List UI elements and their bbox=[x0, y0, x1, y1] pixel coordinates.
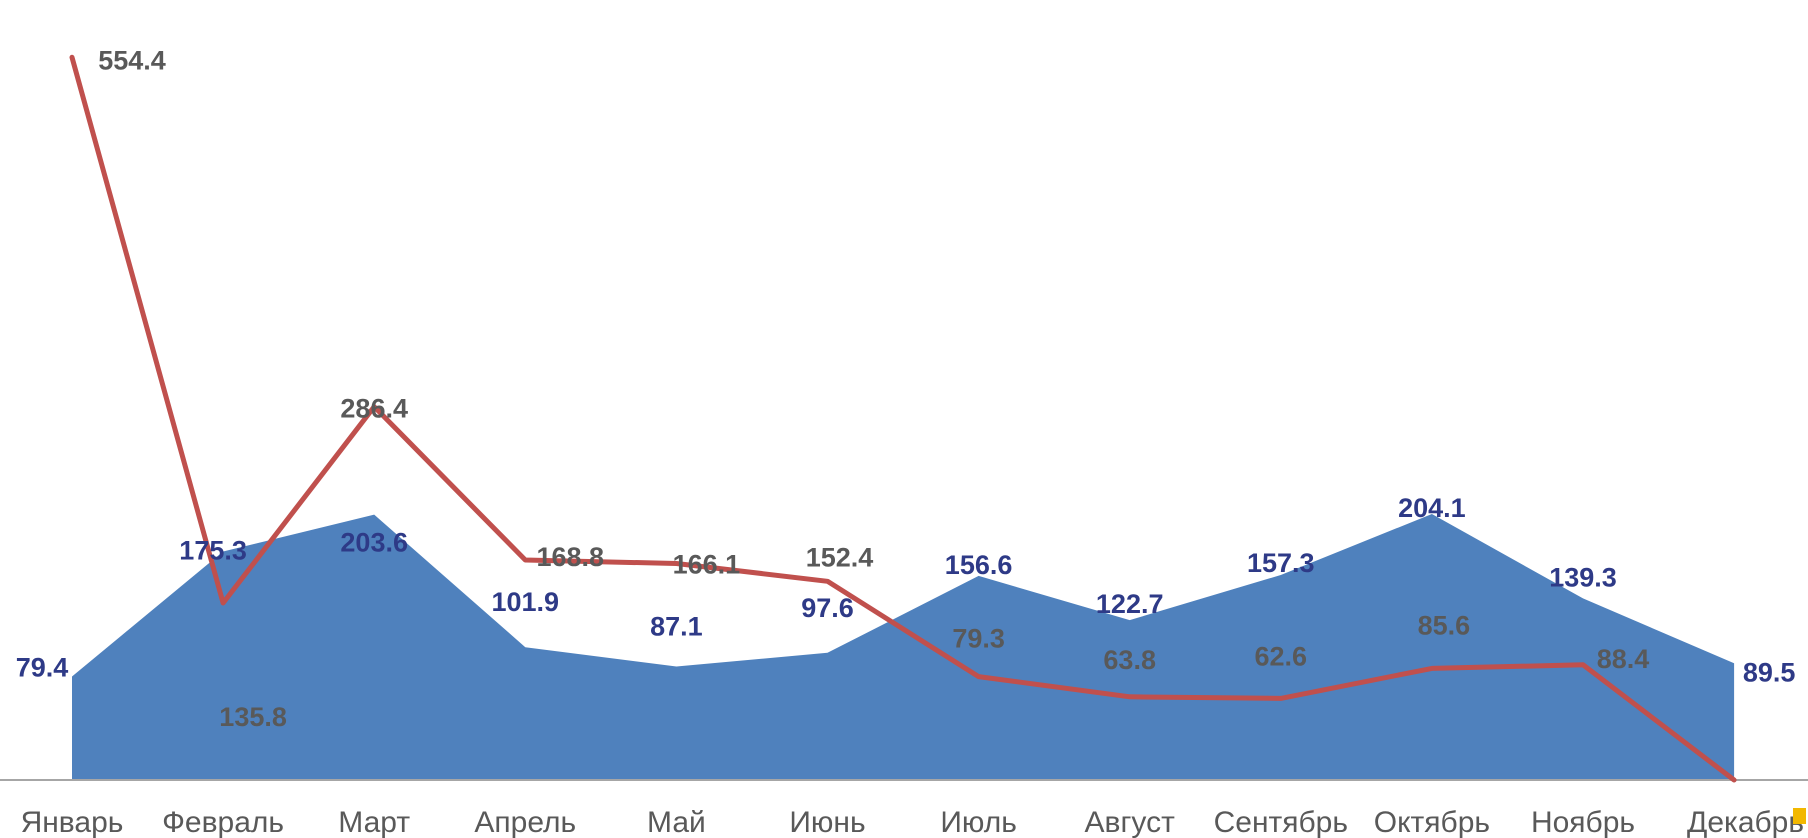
x-tick-label: Декабрь bbox=[1687, 806, 1804, 838]
line-data-label: 79.3 bbox=[952, 624, 1005, 654]
area-data-label: 157.3 bbox=[1247, 548, 1315, 578]
x-tick-label: Октябрь bbox=[1374, 806, 1490, 838]
data-label-layer: 79.4 175.3 203.6 101.9 87.1 97.6 156.6 122.7 157… bbox=[16, 45, 1796, 732]
x-tick-label: Июнь bbox=[789, 806, 865, 838]
area-data-label: 203.6 bbox=[340, 528, 408, 558]
x-tick-label: Август bbox=[1085, 806, 1176, 838]
x-tick-label: Февраль bbox=[162, 806, 284, 838]
line-data-label: 135.8 bbox=[219, 702, 287, 732]
area-data-label: 122.7 bbox=[1096, 589, 1164, 619]
area-data-label: 87.1 bbox=[650, 612, 703, 642]
area-data-label: 79.4 bbox=[16, 653, 69, 683]
line-data-label: 88.4 bbox=[1597, 644, 1650, 674]
x-tick-label: Июль bbox=[940, 806, 1017, 838]
line-data-label: 554.4 bbox=[98, 45, 166, 75]
area-data-label: 156.6 bbox=[945, 550, 1013, 580]
area-data-label: 204.1 bbox=[1398, 493, 1466, 523]
area-data-label: 139.3 bbox=[1549, 562, 1617, 592]
line-data-label: 62.6 bbox=[1255, 641, 1308, 671]
x-tick-label: Январь bbox=[21, 806, 124, 838]
line-data-label: 63.8 bbox=[1103, 645, 1156, 675]
line-series-layer bbox=[69, 54, 1737, 783]
x-tick-label: Сентябрь bbox=[1214, 806, 1348, 838]
area-data-label: 175.3 bbox=[179, 536, 247, 566]
corner-marker bbox=[1793, 808, 1806, 824]
area-series-layer bbox=[72, 514, 1735, 780]
x-tick-label: Ноябрь bbox=[1531, 806, 1635, 838]
x-tick-layer: Январь Февраль Март Апрель Май Июнь Июль Август… bbox=[21, 806, 1804, 838]
x-tick-label: Май bbox=[647, 806, 706, 838]
area-data-label: 97.6 bbox=[801, 593, 854, 623]
line-series-path bbox=[69, 54, 1737, 783]
line-data-label: 286.4 bbox=[340, 394, 408, 424]
line-data-label: 152.4 bbox=[806, 542, 874, 572]
area-series-fill bbox=[72, 514, 1735, 780]
line-data-label: 85.6 bbox=[1418, 610, 1471, 640]
line-data-label: 168.8 bbox=[537, 542, 605, 572]
area-data-label: 101.9 bbox=[492, 587, 560, 617]
x-tick-label: Март bbox=[338, 806, 410, 838]
line-data-label: 166.1 bbox=[673, 550, 741, 580]
area-data-label: 89.5 bbox=[1743, 657, 1796, 687]
x-tick-label: Апрель bbox=[474, 806, 576, 838]
